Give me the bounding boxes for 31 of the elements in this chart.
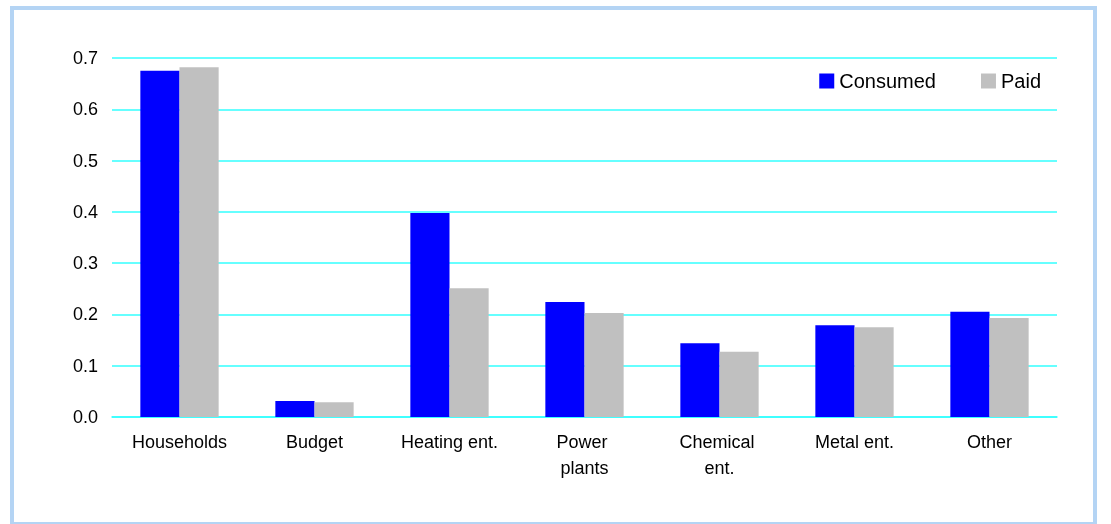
x-tick-label: Budget	[285, 432, 344, 452]
bar	[545, 302, 585, 417]
y-tick-label: 0.7	[72, 48, 98, 68]
y-tick-label: 0.5	[72, 150, 98, 171]
bar	[410, 212, 450, 417]
y-tick-label: 0.4	[72, 201, 98, 222]
y-tick-label: 0.3	[72, 253, 98, 274]
bar	[815, 325, 855, 417]
x-tick-label: Heating ent.	[400, 432, 499, 452]
y-tick-label: 0.1	[72, 355, 98, 376]
bar	[719, 351, 759, 417]
x-tick-label: Households	[131, 432, 228, 452]
y-tick-label: 0.0	[72, 407, 98, 427]
bar	[179, 67, 219, 417]
bar	[314, 402, 354, 417]
x-tick-label: Other	[966, 432, 1013, 452]
legend-label: Consumed	[839, 70, 936, 92]
bar	[989, 318, 1029, 417]
bar	[275, 401, 315, 417]
y-tick-label: 0.2	[72, 304, 98, 325]
bar	[680, 343, 720, 417]
x-tick-label: Metal ent.	[814, 432, 895, 452]
bar	[950, 311, 990, 417]
y-tick-label: 0.6	[72, 99, 98, 120]
legend-label: Paid	[1000, 70, 1041, 92]
bar	[584, 312, 624, 417]
bar	[854, 327, 894, 417]
bar	[140, 70, 180, 417]
bar	[449, 288, 489, 417]
x-tick-label: Power plants	[556, 432, 613, 478]
x-tick-label: Chemical ent.	[679, 432, 760, 478]
